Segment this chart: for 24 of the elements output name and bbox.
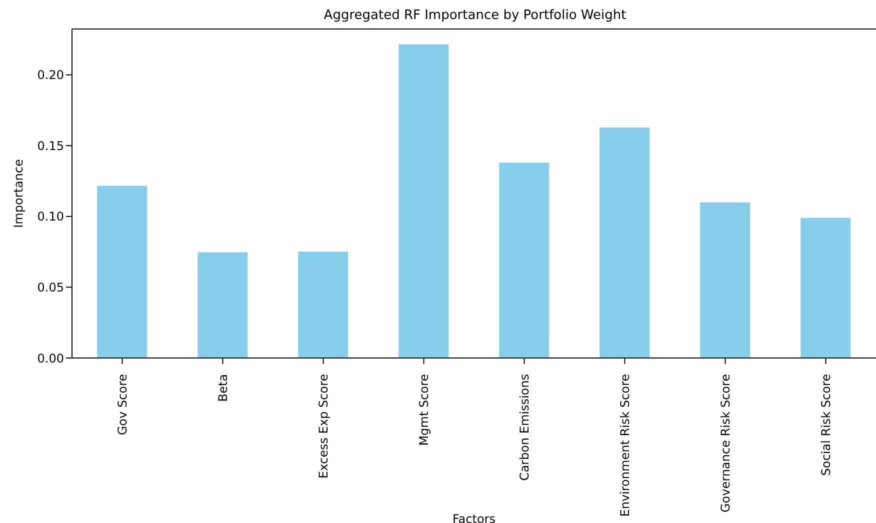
bar bbox=[700, 202, 750, 358]
x-tick-label: Gov Score bbox=[115, 374, 130, 436]
y-tick-label: 0.00 bbox=[37, 351, 64, 366]
x-tick-label: Carbon Emissions bbox=[517, 374, 532, 481]
x-tick-label: Mgmt Score bbox=[416, 374, 431, 446]
x-tick-label: Environment Risk Score bbox=[618, 374, 632, 517]
bar bbox=[600, 128, 650, 358]
y-tick-label: 0.20 bbox=[37, 68, 64, 82]
y-tick-label: 0.05 bbox=[37, 280, 64, 294]
x-tick-label: Social Risk Score bbox=[818, 374, 833, 476]
bar bbox=[298, 252, 348, 358]
bar bbox=[800, 218, 851, 358]
bar bbox=[398, 44, 449, 358]
bar bbox=[97, 186, 148, 358]
y-axis-title: Importance bbox=[11, 159, 26, 228]
bar bbox=[198, 252, 248, 358]
x-tick-label: Beta bbox=[216, 374, 230, 402]
x-tick-label: Excess Exp Score bbox=[316, 374, 330, 478]
chart-title: Aggregated RF Importance by Portfolio Weight bbox=[322, 8, 628, 23]
x-tick-label: Governance Risk Score bbox=[718, 374, 732, 513]
x-axis-title: Factors bbox=[452, 512, 496, 523]
y-tick-label: 0.10 bbox=[37, 210, 64, 224]
bar bbox=[499, 162, 550, 358]
y-tick-label: 0.15 bbox=[37, 138, 64, 153]
